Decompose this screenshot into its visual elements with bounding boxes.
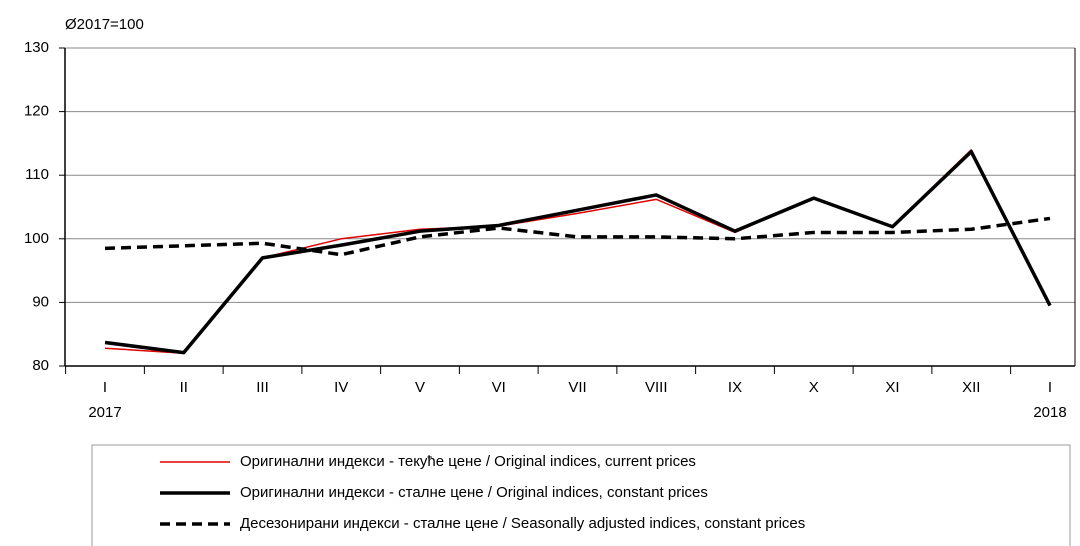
x-year-label: 2017 (88, 404, 121, 421)
x-year-label: 2018 (1033, 404, 1066, 421)
legend-label: Оригинални индекси - сталне цене / Origi… (240, 484, 708, 501)
y-tick-label: 130 (24, 39, 49, 56)
x-tick-label: VIII (645, 379, 668, 396)
y-tick-label: 120 (24, 103, 49, 120)
y-tick-label: 80 (32, 357, 49, 374)
y-tick-label: 100 (24, 230, 49, 247)
x-tick-label: V (415, 379, 425, 396)
series-line (104, 149, 1051, 355)
x-tick-label: VI (492, 379, 506, 396)
legend-label: Десезонирани индекси - сталне цене / Sea… (240, 515, 805, 532)
x-tick-label: VII (568, 379, 586, 396)
x-tick-label: I (103, 379, 107, 396)
x-tick-label: XI (885, 379, 899, 396)
x-tick-label: X (809, 379, 819, 396)
series-line (104, 216, 1051, 257)
legend-box (91, 444, 1071, 546)
y-tick-label: 110 (25, 166, 49, 183)
x-tick-label: II (180, 379, 188, 396)
series-line (104, 149, 1052, 355)
y-tick-label: 90 (32, 293, 49, 310)
x-tick-label: I (1048, 379, 1052, 396)
x-tick-label: IV (334, 379, 348, 396)
x-tick-label: III (256, 379, 269, 396)
x-tick-label: IX (728, 379, 742, 396)
x-tick-label: XII (962, 379, 980, 396)
unit-label: Ø2017=100 (65, 16, 144, 33)
legend-label: Оригинални индекси - текуће цене / Origi… (240, 453, 696, 470)
